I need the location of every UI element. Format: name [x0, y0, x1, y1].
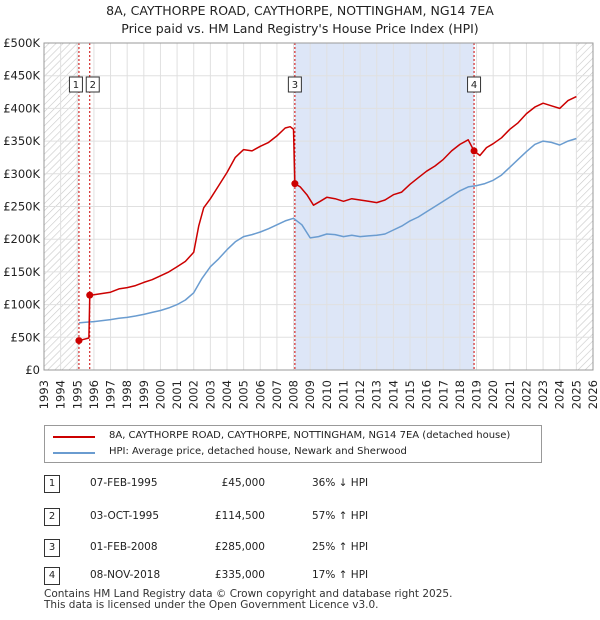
- x-tick-label: 2008: [287, 380, 301, 409]
- x-tick-label: 2019: [470, 380, 484, 409]
- y-tick-label: £450K: [3, 69, 40, 83]
- x-tick-label: 2010: [320, 380, 334, 409]
- sale-number-badge: 2: [44, 508, 60, 526]
- y-tick-label: £150K: [3, 265, 40, 279]
- footer-licence: This data is licensed under the Open Gov…: [44, 599, 379, 611]
- plot-frame: [43, 42, 594, 371]
- sale-date: 01-FEB-2008: [90, 541, 158, 553]
- sale-hpi-diff: 17% ↑ HPI: [312, 569, 369, 581]
- x-tick-label: 2000: [153, 380, 167, 409]
- sale-number-label: 4: [471, 80, 477, 91]
- sale-price: £45,000: [221, 477, 265, 489]
- x-tick-label: 1998: [120, 380, 134, 409]
- y-tick-label: £400K: [3, 101, 40, 115]
- x-tick-label: 2003: [203, 380, 217, 409]
- x-tick-label: 2007: [270, 380, 284, 409]
- x-tick-label: 2009: [303, 380, 317, 409]
- x-tick-label: 2023: [536, 380, 550, 409]
- legend-label-hpi: HPI: Average price, detached house, Newa…: [109, 446, 407, 457]
- x-tick-label: 2012: [353, 380, 367, 409]
- sale-point: [291, 180, 299, 188]
- x-tick-label: 1996: [87, 380, 101, 409]
- sale-point: [470, 147, 478, 155]
- sale-date: 07-FEB-1995: [90, 477, 158, 489]
- legend-label-property: 8A, CAYTHORPE ROAD, CAYTHORPE, NOTTINGHA…: [109, 430, 511, 441]
- x-tick-label: 2015: [403, 380, 417, 409]
- x-tick-label: 1995: [70, 380, 84, 409]
- x-tick-label: 1993: [37, 380, 51, 409]
- x-tick-label: 2022: [519, 380, 533, 409]
- x-tick-label: 2021: [503, 380, 517, 409]
- x-tick-label: 2014: [386, 380, 400, 409]
- x-tick-label: 1999: [137, 380, 151, 409]
- sale-point: [86, 291, 94, 299]
- y-tick-label: £50K: [11, 330, 41, 344]
- sale-date: 08-NOV-2018: [90, 569, 161, 581]
- sale-number-label: 3: [292, 80, 298, 91]
- sale-number-box: [467, 76, 482, 93]
- sale-number-badge: 1: [44, 475, 60, 493]
- x-tick-label: 1994: [54, 380, 68, 409]
- sale-number-badge: 4: [44, 567, 60, 585]
- legend-swatch-hpi: [53, 452, 95, 454]
- x-tick-label: 2017: [436, 380, 450, 409]
- x-tick-label: 2026: [586, 380, 600, 409]
- sale-price: £114,500: [214, 510, 265, 522]
- x-tick-label: 2004: [220, 380, 234, 409]
- legend: 8A, CAYTHORPE ROAD, CAYTHORPE, NOTTINGHA…: [44, 425, 542, 463]
- y-tick-label: £0: [25, 363, 40, 377]
- y-tick-label: £250K: [3, 200, 40, 214]
- chart-title: 8A, CAYTHORPE ROAD, CAYTHORPE, NOTTINGHA…: [106, 3, 494, 18]
- x-tick-label: 2016: [420, 380, 434, 409]
- sale-hpi-diff: 36% ↓ HPI: [312, 477, 369, 489]
- x-tick-label: 2025: [569, 380, 583, 409]
- sale-number-label: 2: [90, 80, 96, 91]
- y-tick-label: £500K: [3, 36, 40, 50]
- sale-point: [75, 337, 83, 345]
- sale-price: £335,000: [214, 569, 265, 581]
- x-tick-label: 2013: [370, 380, 384, 409]
- x-tick-label: 2006: [253, 380, 267, 409]
- sale-date: 03-OCT-1995: [90, 510, 159, 522]
- sale-number-box: [68, 76, 83, 93]
- y-tick-label: £100K: [3, 298, 40, 312]
- x-tick-label: 2020: [486, 380, 500, 409]
- x-tick-label: 2024: [553, 380, 567, 409]
- y-tick-label: £300K: [3, 167, 40, 181]
- legend-swatch-property: [53, 436, 95, 438]
- y-tick-label: £200K: [3, 232, 40, 246]
- sale-price: £285,000: [214, 541, 265, 553]
- sale-number-badge: 3: [44, 539, 60, 557]
- y-tick-label: £350K: [3, 134, 40, 148]
- property-price-line: [78, 95, 577, 342]
- x-tick-label: 2002: [187, 380, 201, 409]
- sale-number-box: [85, 76, 100, 93]
- x-tick-label: 2001: [170, 380, 184, 409]
- sale-number-box: [287, 76, 302, 93]
- x-tick-label: 2018: [453, 380, 467, 409]
- sale-hpi-diff: 57% ↑ HPI: [312, 510, 369, 522]
- x-tick-label: 2011: [336, 380, 350, 409]
- footer-copyright: Contains HM Land Registry data © Crown c…: [44, 588, 453, 600]
- hpi-line: [78, 137, 577, 324]
- sale-hpi-diff: 25% ↑ HPI: [312, 541, 369, 553]
- chart-subtitle: Price paid vs. HM Land Registry's House …: [121, 21, 479, 36]
- sale-number-label: 1: [73, 80, 79, 91]
- x-tick-label: 1997: [104, 380, 118, 409]
- x-tick-label: 2005: [237, 380, 251, 409]
